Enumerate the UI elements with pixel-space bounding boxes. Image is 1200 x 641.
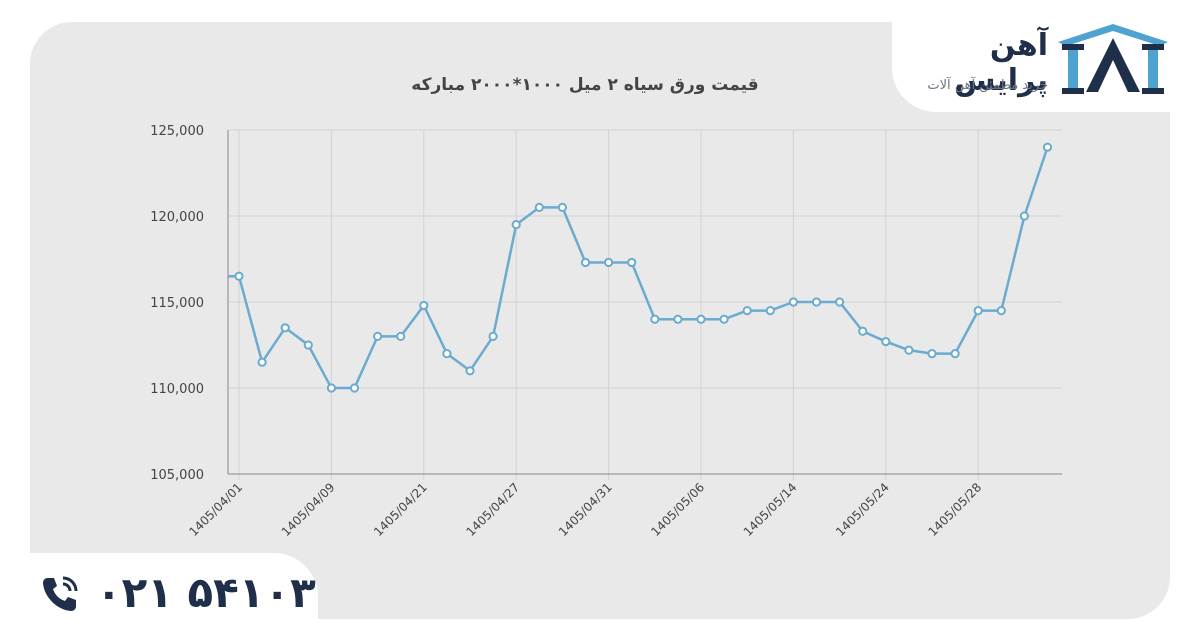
data-point[interactable]: [788, 297, 799, 307]
phone-icon: [43, 576, 78, 611]
data-point[interactable]: [881, 336, 891, 347]
y-tick-label: 105,000: [150, 468, 204, 483]
y-tick-label: 125,000: [150, 124, 204, 139]
y-tick-label: 120,000: [150, 210, 204, 225]
data-point[interactable]: [835, 297, 845, 307]
series-line: [228, 146, 1049, 390]
data-point[interactable]: [442, 349, 452, 359]
data-point[interactable]: [257, 357, 267, 367]
y-tick-label: 115,000: [150, 296, 204, 311]
data-point[interactable]: [465, 366, 475, 376]
data-point[interactable]: [419, 300, 429, 311]
chart-title: قیمت ورق سیاه ۲ میل ۱۰۰۰*۲۰۰۰ مبارکه: [411, 75, 759, 95]
x-tick-label: 1405/05/24: [833, 480, 892, 539]
data-point[interactable]: [303, 340, 313, 350]
data-point[interactable]: [927, 349, 937, 359]
data-point[interactable]: [950, 349, 960, 359]
x-tick-label: 1405/05/06: [648, 480, 707, 539]
x-tick-label: 1405/04/21: [371, 480, 430, 539]
data-point[interactable]: [650, 314, 660, 324]
x-tick-label: 1405/05/28: [926, 480, 985, 539]
data-point[interactable]: [858, 326, 868, 336]
data-point[interactable]: [1042, 142, 1053, 152]
data-point[interactable]: [604, 257, 614, 268]
data-point[interactable]: [557, 202, 568, 212]
data-point[interactable]: [534, 202, 544, 212]
data-point[interactable]: [973, 306, 983, 316]
data-point[interactable]: [396, 331, 406, 341]
data-point[interactable]: [349, 383, 360, 393]
data-point[interactable]: [1019, 211, 1030, 221]
data-point[interactable]: [719, 314, 729, 324]
data-point[interactable]: [996, 306, 1006, 316]
x-tick-label: 1405/04/31: [556, 480, 615, 539]
ahanprice-logo-icon: [1058, 24, 1168, 94]
x-tick-label: 1405/04/09: [279, 480, 338, 539]
data-point[interactable]: [234, 271, 244, 281]
brand-name: آهن پرایس: [954, 28, 1048, 98]
data-point[interactable]: [488, 331, 498, 341]
data-point[interactable]: [696, 314, 706, 324]
data-point[interactable]: [673, 314, 683, 324]
data-point[interactable]: [326, 383, 336, 393]
brand-tagline: خرید مطمئن آهن آلات: [927, 78, 1048, 93]
data-point[interactable]: [373, 331, 383, 341]
phone-number[interactable]: ۰۲۱ ۵۴۱۰۳: [96, 568, 316, 617]
data-point[interactable]: [904, 345, 914, 355]
x-tick-label: 1405/04/27: [464, 480, 523, 539]
data-point[interactable]: [742, 306, 752, 316]
y-tick-label: 110,000: [150, 382, 204, 397]
data-point[interactable]: [511, 220, 521, 230]
chart-card: [30, 22, 1170, 619]
x-tick-label: 1405/05/14: [741, 480, 800, 539]
data-point[interactable]: [580, 257, 591, 268]
data-point[interactable]: [811, 297, 822, 307]
data-point[interactable]: [280, 323, 290, 333]
data-point[interactable]: [765, 306, 775, 316]
x-tick-label: 1405/04/01: [186, 480, 245, 539]
data-point[interactable]: [627, 257, 637, 268]
